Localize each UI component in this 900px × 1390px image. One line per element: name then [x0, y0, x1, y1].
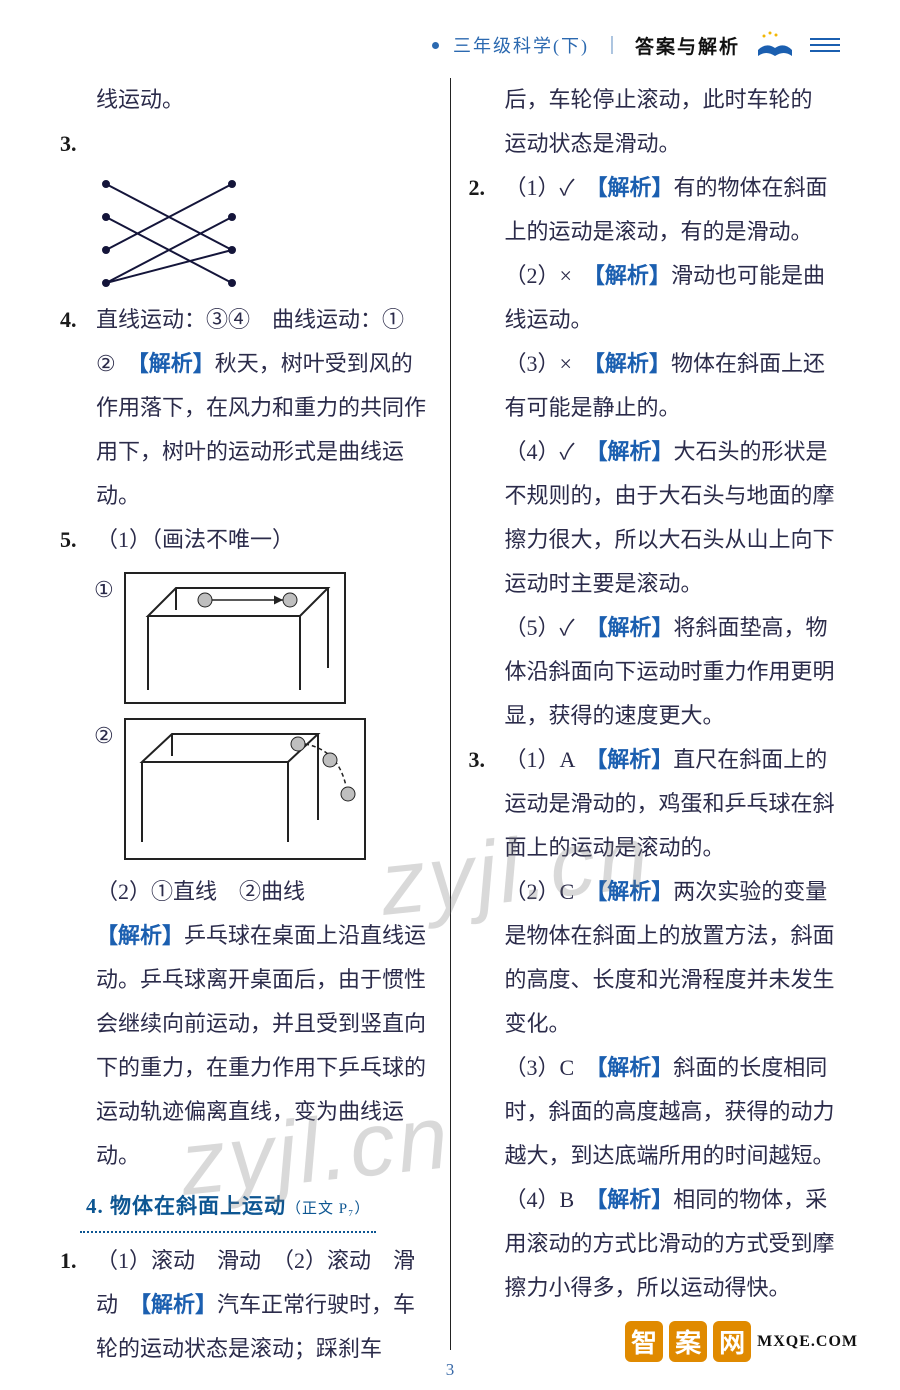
sec-q1-b: 动: [96, 1292, 140, 1317]
content-area: 线运动。 3. 4.直线运动：③④ 曲线运动：① ② 【解析】秋天，树叶: [60, 78, 840, 1350]
q5-2: （2）①直线 ②曲线: [60, 870, 432, 914]
q4-label: 4.: [60, 298, 96, 342]
header-answer-label: 答案与解析: [635, 32, 740, 59]
q4-jiexi-label: 【解析】: [138, 351, 215, 376]
r-q3-4: （4）B 【解析】相同的物体，采用滚动的方式比滑动的方式受到摩擦力小得多，所以运…: [469, 1178, 841, 1310]
fig2-label: ②: [94, 714, 114, 758]
r-q3-2-jl: 【解析】: [596, 879, 673, 904]
r-q3-1-jl: 【解析】: [596, 747, 673, 772]
q4-text-b: ②: [96, 351, 138, 376]
q4-line2: ② 【解析】秋天，树叶受到风的作用落下，在风力和重力的共同作用下，树叶的运动形式…: [60, 342, 432, 518]
sec-q1-line2: 动 【解析】汽车正常行驶时，车: [60, 1283, 432, 1327]
r-q2-5: （5）✓ 【解析】将斜面垫高，物体沿斜面向下运动时重力作用更明显，获得的速度更大…: [469, 606, 841, 738]
r-q2-4: （4）✓ 【解析】大石头的形状是不规则的，由于大石头与地面的摩擦力很大，所以大石…: [469, 430, 841, 606]
r-q2-2: （2）× 【解析】滑动也可能是曲线运动。: [469, 254, 841, 342]
r-q2-1-mark: （1）✓: [505, 175, 597, 200]
section-heading: 4. 物体在斜面上运动（正文 P₇）: [80, 1184, 376, 1233]
r-q3-3-ans: （3）C: [505, 1055, 597, 1080]
r-q2-1-jl: 【解析】: [597, 175, 674, 200]
r-q2-1: 2.（1）✓ 【解析】有的物体在斜面上的运动是滚动，有的是滑动。: [469, 166, 841, 254]
r-q2-3: （3）× 【解析】物体在斜面上还有可能是静止的。: [469, 342, 841, 430]
sec-q1-line1: 1.（1）滚动 滑动 （2）滚动 滑: [60, 1239, 432, 1283]
header-dot-icon: [432, 42, 439, 49]
header-subject: 三年级科学(下): [453, 32, 589, 58]
q4-line1: 4.直线运动：③④ 曲线运动：①: [60, 298, 432, 342]
bottom-stamp: 智 案 网 MXQE.COM: [625, 1321, 858, 1362]
q3-matching-figure: [94, 172, 432, 292]
r-q3-3-jl: 【解析】: [596, 1055, 673, 1080]
prev-tail-line: 线运动。: [60, 78, 432, 122]
section-small: （正文 P₇）: [286, 1201, 370, 1217]
r-q2-3-mark: （3）×: [505, 351, 594, 376]
section-title: 4. 物体在斜面上运动: [86, 1194, 286, 1218]
header-separator: ｜: [603, 32, 621, 58]
sec-q1-a: （1）滚动 滑动 （2）滚动 滑: [96, 1248, 415, 1273]
fig1-label: ①: [94, 568, 114, 612]
r-q3-2: （2）C 【解析】两次实验的变量是物体在斜面上的放置方法，斜面的高度、长度和光滑…: [469, 870, 841, 1046]
stamp-char-1: 智: [625, 1321, 663, 1362]
r-q3-2-ans: （2）C: [505, 879, 597, 904]
r-q2-5-mark: （5）✓: [505, 615, 597, 640]
page-number: 3: [0, 1360, 900, 1380]
r-q3-1: 3.（1）A 【解析】直尺在斜面上的运动是滑动的，鸡蛋和乒乓球在斜面上的运动是滚…: [469, 738, 841, 870]
q5-fig1: ①: [94, 568, 432, 708]
stamp-char-2: 案: [669, 1321, 707, 1362]
q4-text-a: 直线运动：③④ 曲线运动：①: [96, 307, 404, 332]
section-heading-wrap: 4. 物体在斜面上运动（正文 P₇）: [60, 1178, 432, 1239]
r-q3-label: 3.: [469, 738, 505, 782]
q5-jiexi-label: 【解析】: [96, 923, 184, 948]
r-q2-5-jl: 【解析】: [597, 615, 674, 640]
q5-1: （1）（画法不唯一）: [96, 527, 294, 552]
q3-label: 3.: [60, 122, 96, 166]
q3-row: 3.: [60, 122, 432, 166]
r-q2-2-jl: 【解析】: [594, 263, 671, 288]
right-cont-a: 后，车轮停止滚动，此时车轮的: [469, 78, 841, 122]
r-q3-4-ans: （4）B: [505, 1187, 597, 1212]
r-q2-2-mark: （2）×: [505, 263, 594, 288]
q5-jiexi: 乒乓球在桌面上沿直线运动。乒乓球离开桌面后，由于惯性会继续向前运动，并且受到竖直…: [96, 923, 426, 1168]
q5-label: 5.: [60, 518, 96, 562]
right-cont-b: 运动状态是滑动。: [469, 122, 841, 166]
sec-q1-jiexi-a: 汽车正常行驶时，车: [217, 1292, 415, 1317]
sec-q1-label: 1.: [60, 1239, 96, 1283]
q5-line1: 5.（1）（画法不唯一）: [60, 518, 432, 562]
r-q2-4-mark: （4）✓: [505, 439, 597, 464]
stamp-char-3: 网: [713, 1321, 751, 1362]
r-q3-1-ans: （1）A: [505, 747, 597, 772]
r-q2-label: 2.: [469, 166, 505, 210]
header-book-icon: [754, 30, 796, 60]
q5-jiexi-block: 【解析】乒乓球在桌面上沿直线运动。乒乓球离开桌面后，由于惯性会继续向前运动，并且…: [60, 914, 432, 1178]
sec-q1-jiexi-label: 【解析】: [140, 1292, 217, 1317]
r-q2-3-jl: 【解析】: [594, 351, 671, 376]
stamp-url: MXQE.COM: [757, 1333, 858, 1351]
r-q3-3: （3）C 【解析】斜面的长度相同时，斜面的高度越高，获得的动力越大，到达底端所用…: [469, 1046, 841, 1178]
r-q2-4-jl: 【解析】: [597, 439, 674, 464]
r-q3-4-jl: 【解析】: [596, 1187, 673, 1212]
right-column: 后，车轮停止滚动，此时车轮的 运动状态是滑动。 2.（1）✓ 【解析】有的物体在…: [450, 78, 841, 1350]
q5-fig2: ②: [94, 714, 432, 864]
left-column: 线运动。 3. 4.直线运动：③④ 曲线运动：① ② 【解析】秋天，树叶: [60, 78, 450, 1350]
header-lines-icon: [810, 35, 840, 55]
page-header: 三年级科学(下) ｜ 答案与解析: [432, 30, 840, 60]
